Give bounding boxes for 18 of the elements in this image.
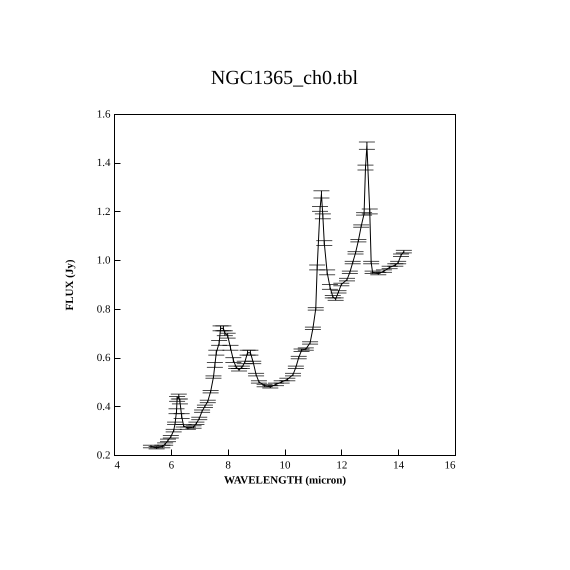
chart-title: NGC1365_ch0.tbl [210,67,359,89]
x-tick-label: 6 [168,460,175,472]
x-tick-label: 12 [336,460,348,472]
y-tick-label: 0.2 [96,450,110,462]
y-tick-label: 1.0 [96,254,111,267]
y-tick-label: 1.4 [96,157,111,170]
x-tick-label: 8 [225,460,232,472]
y-tick-label: 0.4 [96,400,111,413]
x-tick-label: 4 [114,460,120,472]
y-tick-label: 1.2 [96,206,110,218]
x-axis-title: WAVELENGTH (micron) [224,474,346,486]
x-tick-label: 14 [393,460,405,472]
x-tick-label: 10 [280,460,291,472]
y-tick-label: 0.6 [96,352,111,364]
x-tick-label: 16 [444,460,456,472]
y-tick-label: 0.8 [96,303,111,316]
y-axis-title: FLUX (Jy) [64,259,76,311]
y-tick-label: 1.6 [96,108,111,120]
